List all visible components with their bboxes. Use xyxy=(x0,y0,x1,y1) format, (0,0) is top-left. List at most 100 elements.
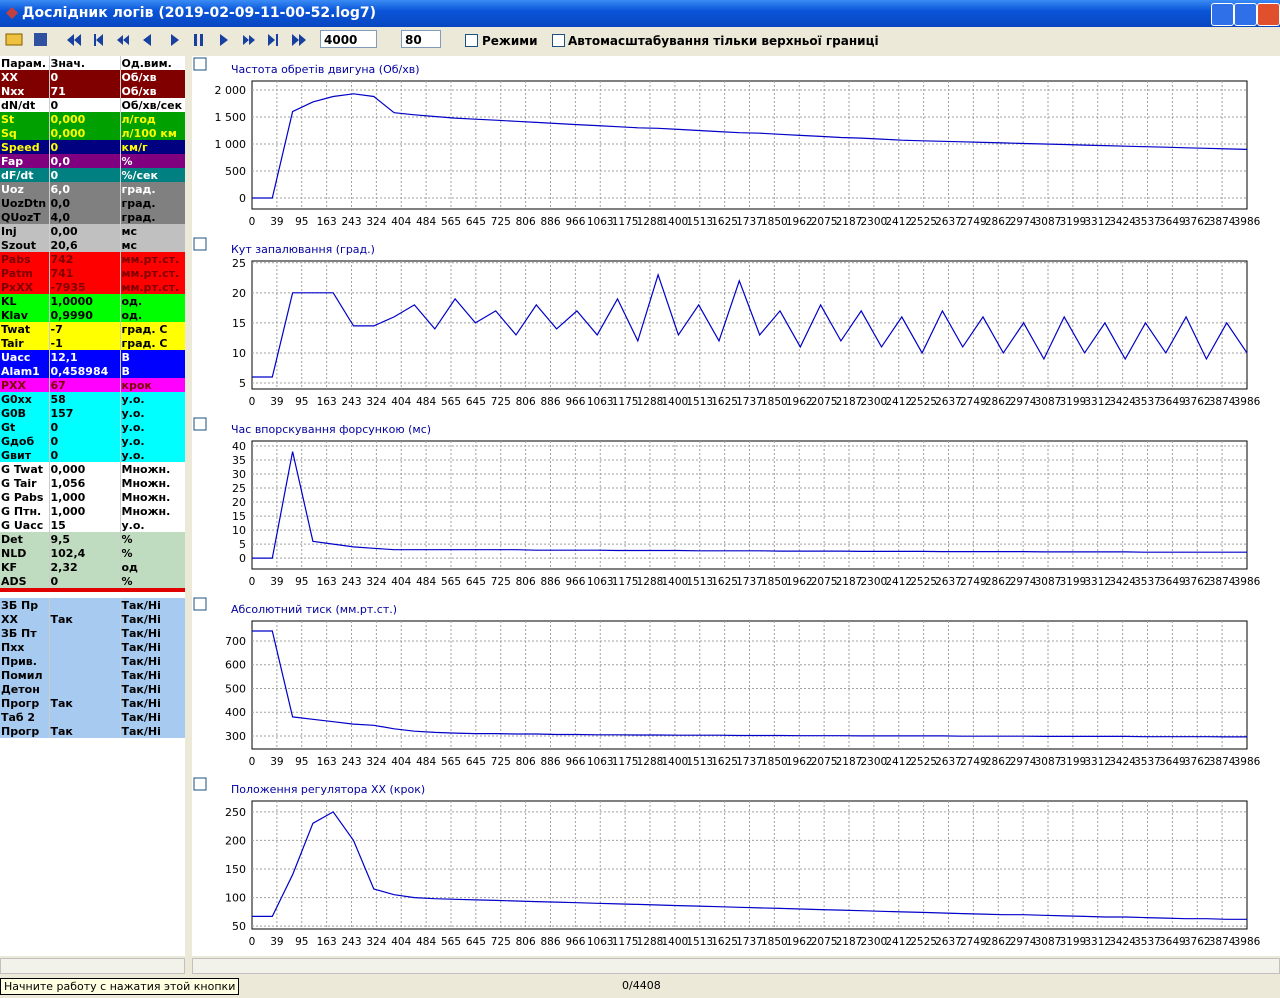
param-name: dF/dt xyxy=(0,168,50,182)
x-tick-label: 886 xyxy=(540,936,560,948)
x-tick-label: 243 xyxy=(341,216,361,228)
flag-row: Прив. Так/Ні xyxy=(0,654,185,668)
status-hint: Начните работу с нажатия этой кнопки xyxy=(0,978,240,995)
x-tick-label: 1737 xyxy=(736,576,763,588)
fast-forward-button[interactable] xyxy=(292,34,306,46)
param-unit: мм.рт.ст. xyxy=(120,266,185,280)
save-button[interactable] xyxy=(34,33,47,46)
step-input[interactable]: 80 xyxy=(401,30,441,48)
x-tick-label: 2637 xyxy=(935,576,962,588)
x-tick-label: 966 xyxy=(565,936,585,948)
forward-button[interactable] xyxy=(243,35,255,45)
param-name: QUozT xyxy=(0,210,50,224)
param-value: 0 xyxy=(49,70,121,84)
data-line xyxy=(252,93,1248,199)
chart-title: Положення регулятора ХХ (крок) xyxy=(231,783,425,796)
play-button[interactable] xyxy=(171,34,179,46)
charts-scrollbar[interactable] xyxy=(192,958,1280,974)
param-row: Szout 20,6 мс xyxy=(0,238,185,252)
x-tick-label: 1063 xyxy=(587,936,614,948)
x-tick-label: 3312 xyxy=(1084,216,1111,228)
maximize-button[interactable] xyxy=(1234,3,1257,26)
x-tick-label: 3762 xyxy=(1184,396,1211,408)
step-forward-button[interactable] xyxy=(220,34,228,46)
chart-checkbox[interactable] xyxy=(193,597,207,611)
param-value: 0 xyxy=(49,168,121,182)
y-tick-label: 600 xyxy=(225,659,246,672)
x-tick-label: 1175 xyxy=(612,936,639,948)
y-tick-label: 40 xyxy=(232,440,246,453)
param-unit: крок xyxy=(120,378,185,392)
chart-checkbox[interactable] xyxy=(193,57,207,71)
x-tick-label: 2749 xyxy=(960,756,987,768)
x-tick-label: 725 xyxy=(491,936,511,948)
modes-checkbox[interactable] xyxy=(465,34,478,47)
x-tick-label: 2525 xyxy=(910,936,937,948)
toolbar: 4000 80 Режими Автомасштабування тільки … xyxy=(0,28,1280,54)
parameter-panel: Парам. Знач. Од.вим. XX 0 Об/хв Nxx 71 Об/хв dN/d… xyxy=(0,56,185,956)
param-unit: %/сек xyxy=(120,168,185,182)
x-tick-label: 0 xyxy=(249,936,256,948)
y-tick-label: 0 xyxy=(239,192,246,205)
to-start-button[interactable] xyxy=(94,34,103,46)
x-tick-label: 1175 xyxy=(612,216,639,228)
chart-checkbox[interactable] xyxy=(193,777,207,791)
to-end-button[interactable] xyxy=(268,34,278,46)
flag-row: Таб 2 Так/Ні xyxy=(0,710,185,724)
param-name: Uoz xyxy=(0,182,50,196)
flag-value xyxy=(49,640,121,654)
param-unit: % xyxy=(120,574,185,590)
param-row: G0B 157 у.о. xyxy=(0,406,185,420)
flag-name: Пхх xyxy=(0,640,50,654)
pause-button[interactable] xyxy=(194,34,203,46)
param-row: G Tair 1,056 Множн. xyxy=(0,476,185,490)
param-value: 0 xyxy=(49,140,121,154)
x-tick-label: 806 xyxy=(516,936,536,948)
y-tick-label: 1 500 xyxy=(215,111,247,124)
x-tick-label: 1400 xyxy=(662,756,689,768)
param-unit: Об/хв/сек xyxy=(120,98,185,112)
x-tick-label: 3762 xyxy=(1184,216,1211,228)
header-row: Парам. Знач. Од.вим. xyxy=(0,56,185,70)
toolbar-icons xyxy=(5,33,306,46)
param-name: Pabs xyxy=(0,252,50,266)
window-size-input[interactable]: 4000 xyxy=(320,30,377,48)
left-scrollbar[interactable] xyxy=(0,958,185,974)
param-unit: од. xyxy=(120,294,185,308)
param-row: PXX 67 крок xyxy=(0,378,185,392)
x-tick-label: 1063 xyxy=(587,576,614,588)
autoscale-checkbox[interactable] xyxy=(552,34,565,47)
param-name: G Twat xyxy=(0,462,50,476)
param-row: Sq 0,000 л/100 км xyxy=(0,126,185,140)
title-bar: Дослідник логів (2019-02-09-11-00-52.log… xyxy=(0,0,1280,27)
flag-unit: Так/Ні xyxy=(120,724,185,738)
x-tick-label: 324 xyxy=(366,396,386,408)
flag-name: Прогр xyxy=(0,724,50,738)
x-tick-label: 3087 xyxy=(1035,936,1062,948)
close-button[interactable] xyxy=(1257,3,1280,26)
data-line xyxy=(252,272,1248,378)
x-tick-label: 484 xyxy=(416,756,436,768)
chart-checkbox[interactable] xyxy=(193,237,207,251)
x-tick-label: 2412 xyxy=(885,756,912,768)
param-name: ADS xyxy=(0,574,50,590)
x-tick-label: 3199 xyxy=(1060,936,1087,948)
x-tick-label: 2862 xyxy=(985,756,1012,768)
x-tick-label: 2075 xyxy=(811,936,838,948)
step-back-button[interactable] xyxy=(143,34,151,46)
back-button[interactable] xyxy=(117,35,129,45)
param-value: 0 xyxy=(49,448,121,462)
param-name: KL xyxy=(0,294,50,308)
param-value: 1,000 xyxy=(49,504,121,518)
param-name: PxXX xyxy=(0,280,50,294)
x-tick-label: 2300 xyxy=(861,216,888,228)
x-tick-label: 95 xyxy=(295,216,308,228)
flag-row: Помил Так/Ні xyxy=(0,668,185,682)
chart-checkbox[interactable] xyxy=(193,417,207,431)
minimize-button[interactable] xyxy=(1211,3,1234,26)
x-tick-label: 2862 xyxy=(985,396,1012,408)
fast-back-button[interactable] xyxy=(67,34,81,46)
param-unit: мм.рт.ст. xyxy=(120,280,185,294)
open-button[interactable] xyxy=(5,33,23,46)
flag-name: Прогр xyxy=(0,696,50,710)
